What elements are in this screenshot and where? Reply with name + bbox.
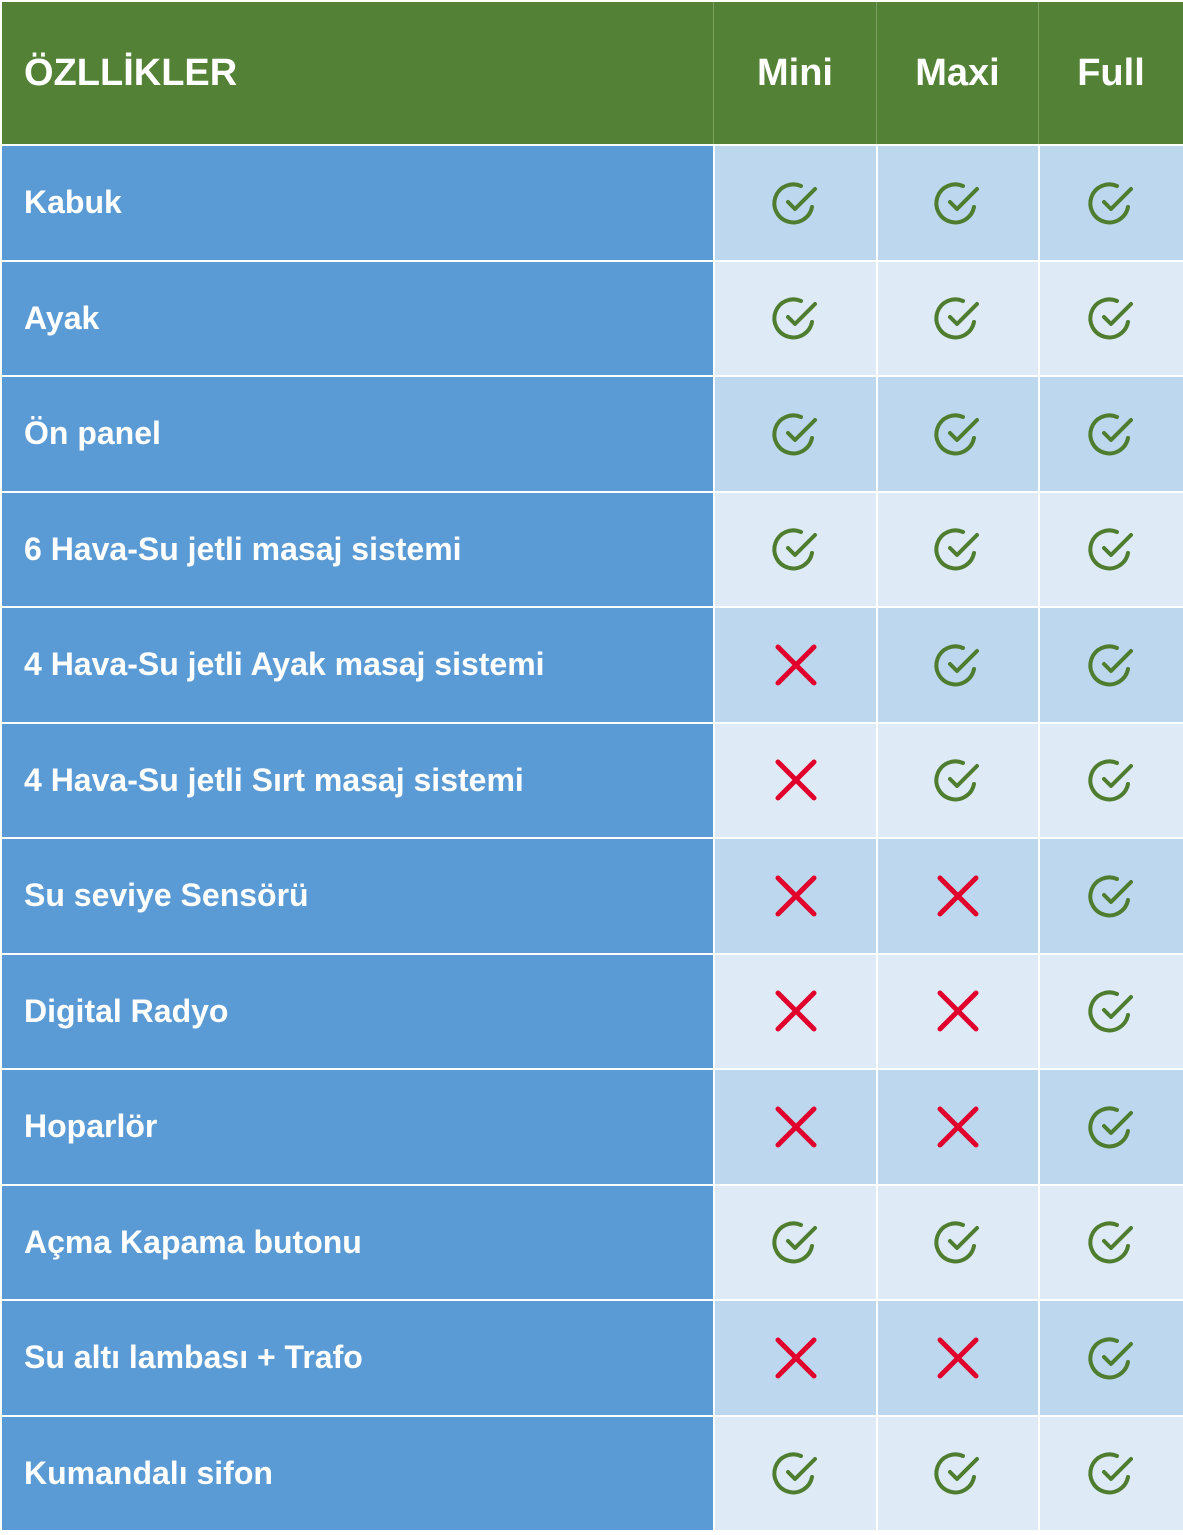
check-circle-icon <box>1084 868 1140 924</box>
cell-full <box>1040 1070 1183 1184</box>
cell-full <box>1040 954 1183 1068</box>
check-circle-icon <box>930 406 986 462</box>
cross-icon <box>936 1105 980 1149</box>
check-circle-icon <box>1084 1214 1140 1270</box>
check-circle-icon <box>930 752 986 808</box>
cross-icon <box>774 643 818 687</box>
check-circle-icon <box>1084 637 1140 693</box>
check-circle-icon <box>768 290 824 346</box>
header-maxi: Maxi <box>876 2 1038 144</box>
cell-maxi <box>878 1070 1038 1184</box>
feature-label: Su seviye Sensörü <box>2 839 713 953</box>
cell-mini <box>715 377 876 491</box>
cell-maxi <box>878 723 1038 837</box>
header-mini: Mini <box>713 2 876 144</box>
check-circle-icon <box>768 1445 824 1501</box>
cell-full <box>1040 261 1183 375</box>
check-circle-icon <box>768 406 824 462</box>
cell-mini <box>715 1416 876 1530</box>
cell-full <box>1040 1185 1183 1299</box>
feature-label: Digital Radyo <box>2 954 713 1068</box>
check-circle-icon <box>930 637 986 693</box>
cell-full <box>1040 608 1183 722</box>
feature-label: 4 Hava-Su jetli Sırt masaj sistemi <box>2 723 713 837</box>
cross-icon <box>936 989 980 1033</box>
cell-mini <box>715 1301 876 1415</box>
cross-icon <box>774 989 818 1033</box>
check-circle-icon <box>1084 752 1140 808</box>
check-circle-icon <box>930 175 986 231</box>
cross-icon <box>936 1336 980 1380</box>
cross-icon <box>774 1336 818 1380</box>
feature-label: Açma Kapama butonu <box>2 1185 713 1299</box>
cell-mini <box>715 146 876 260</box>
check-circle-icon <box>930 1445 986 1501</box>
check-circle-icon <box>1084 1445 1140 1501</box>
header-features: ÖZLLİKLER <box>2 2 713 144</box>
check-circle-icon <box>1084 521 1140 577</box>
cell-maxi <box>878 839 1038 953</box>
check-circle-icon <box>1084 983 1140 1039</box>
check-circle-icon <box>930 290 986 346</box>
cell-maxi <box>878 261 1038 375</box>
cell-mini <box>715 723 876 837</box>
check-circle-icon <box>1084 406 1140 462</box>
check-circle-icon <box>930 1214 986 1270</box>
feature-label: Su altı lambası + Trafo <box>2 1301 713 1415</box>
cell-full <box>1040 723 1183 837</box>
cell-mini <box>715 608 876 722</box>
cell-full <box>1040 1301 1183 1415</box>
feature-label: Kabuk <box>2 146 713 260</box>
cell-full <box>1040 1416 1183 1530</box>
cell-mini <box>715 839 876 953</box>
check-circle-icon <box>1084 290 1140 346</box>
check-circle-icon <box>1084 1330 1140 1386</box>
cross-icon <box>774 758 818 802</box>
cell-mini <box>715 1070 876 1184</box>
cell-maxi <box>878 492 1038 606</box>
feature-label: Hoparlör <box>2 1070 713 1184</box>
feature-label: 6 Hava-Su jetli masaj sistemi <box>2 492 713 606</box>
cross-icon <box>936 874 980 918</box>
check-circle-icon <box>768 175 824 231</box>
cell-maxi <box>878 608 1038 722</box>
feature-label: Ön panel <box>2 377 713 491</box>
check-circle-icon <box>768 1214 824 1270</box>
cell-mini <box>715 261 876 375</box>
cell-mini <box>715 954 876 1068</box>
feature-label: Kumandalı sifon <box>2 1416 713 1530</box>
check-circle-icon <box>1084 1099 1140 1155</box>
cell-maxi <box>878 377 1038 491</box>
cell-full <box>1040 146 1183 260</box>
check-circle-icon <box>1084 175 1140 231</box>
cell-maxi <box>878 1185 1038 1299</box>
feature-label: 4 Hava-Su jetli Ayak masaj sistemi <box>2 608 713 722</box>
cell-full <box>1040 492 1183 606</box>
cell-maxi <box>878 146 1038 260</box>
cell-maxi <box>878 1301 1038 1415</box>
cross-icon <box>774 1105 818 1149</box>
cross-icon <box>774 874 818 918</box>
feature-label: Ayak <box>2 261 713 375</box>
check-circle-icon <box>768 521 824 577</box>
cell-mini <box>715 492 876 606</box>
cell-full <box>1040 377 1183 491</box>
header-full: Full <box>1038 2 1183 144</box>
cell-maxi <box>878 1416 1038 1530</box>
cell-mini <box>715 1185 876 1299</box>
check-circle-icon <box>930 521 986 577</box>
cell-full <box>1040 839 1183 953</box>
cell-maxi <box>878 954 1038 1068</box>
